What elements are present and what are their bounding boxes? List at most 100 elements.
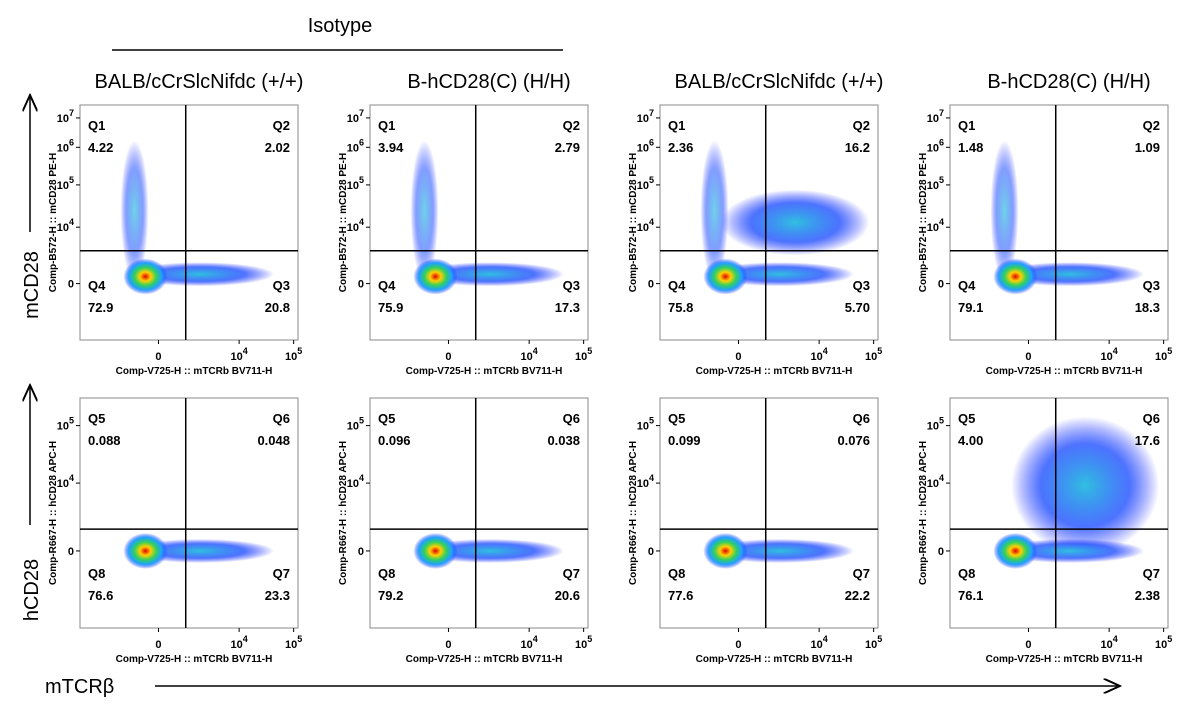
- tick-exp: 5: [1167, 346, 1172, 356]
- tick-exp: 6: [359, 137, 364, 147]
- tick-exp: 4: [1113, 346, 1118, 356]
- density-cloud: [721, 189, 870, 256]
- y-tick-label: 106: [927, 137, 944, 154]
- x-tick-label: 105: [865, 346, 882, 363]
- y-tick-label: 0: [68, 279, 74, 291]
- quadrant-value: 16.2: [845, 140, 870, 155]
- quadrant-name: Q1: [378, 118, 395, 133]
- quadrant-name: Q7: [853, 566, 870, 581]
- quadrant-value: 2.36: [668, 140, 693, 155]
- tick-base: 0: [1025, 639, 1031, 651]
- quadrant-value: 0.048: [257, 433, 290, 448]
- quadrant-value: 76.1: [958, 588, 983, 603]
- tick-base: 10: [927, 180, 939, 192]
- tick-exp: 4: [649, 217, 654, 227]
- panel-frame: [79, 104, 299, 341]
- tick-base: 10: [927, 478, 939, 490]
- quadrant-value: 4.22: [88, 140, 113, 155]
- quadrant-name: Q6: [563, 411, 580, 426]
- tick-exp: 7: [359, 108, 364, 118]
- y-axis-title: Comp-B572-H :: mCD28 PE-H: [628, 153, 639, 292]
- panel-frame: [949, 397, 1169, 629]
- x-tick-label: 0: [445, 351, 451, 363]
- x-tick-label: 104: [1101, 346, 1118, 363]
- y-axis-title: Comp-B572-H :: mCD28 PE-H: [338, 153, 349, 292]
- tick-exp: 5: [587, 634, 592, 644]
- y-tick-label: 106: [347, 137, 364, 154]
- x-axis-title: Comp-V725-H :: mTCRb BV711-H: [406, 366, 563, 377]
- density-core: [703, 258, 748, 295]
- tick-base: 10: [231, 639, 243, 651]
- quadrant-name: Q4: [668, 278, 686, 293]
- tick-exp: 4: [939, 217, 944, 227]
- y-tick-label: 105: [347, 416, 364, 433]
- quadrant-value: 72.9: [88, 300, 113, 315]
- tick-exp: 4: [939, 473, 944, 483]
- row-label: hCD28: [21, 559, 43, 621]
- x-tick-label: 105: [1155, 346, 1172, 363]
- header-title: Isotype: [308, 15, 372, 37]
- x-tick-label: 105: [575, 634, 592, 651]
- tick-base: 10: [637, 478, 649, 490]
- quadrant-name: Q7: [273, 566, 290, 581]
- y-tick-label: 104: [57, 217, 74, 234]
- x-tick-label: 104: [231, 346, 248, 363]
- tick-exp: 4: [69, 217, 74, 227]
- quadrant-name: Q7: [563, 566, 580, 581]
- panel-frame: [369, 104, 589, 341]
- y-tick-label: 0: [938, 279, 944, 291]
- tick-base: 10: [927, 142, 939, 154]
- tick-exp: 5: [587, 346, 592, 356]
- y-tick-label: 104: [347, 217, 364, 234]
- y-tick-label: 105: [57, 416, 74, 433]
- quadrant-name: Q8: [88, 566, 105, 581]
- y-tick-label: 104: [927, 473, 944, 490]
- tick-base: 10: [927, 421, 939, 433]
- quadrant-value: 0.088: [88, 433, 121, 448]
- quadrant-value: 2.79: [555, 140, 580, 155]
- quadrant-name: Q3: [1143, 278, 1160, 293]
- tick-base: 10: [637, 113, 649, 125]
- tick-base: 0: [648, 546, 654, 558]
- tick-base: 10: [637, 142, 649, 154]
- tick-base: 0: [358, 279, 364, 291]
- quadrant-name: Q1: [88, 118, 105, 133]
- tick-base: 10: [811, 639, 823, 651]
- tick-base: 10: [231, 351, 243, 363]
- x-tick-label: 0: [1025, 639, 1031, 651]
- tick-exp: 7: [69, 108, 74, 118]
- tick-exp: 5: [649, 175, 654, 185]
- y-tick-label: 105: [57, 175, 74, 192]
- y-tick-label: 0: [358, 546, 364, 558]
- y-tick-label: 104: [927, 217, 944, 234]
- x-tick-label: 0: [735, 351, 741, 363]
- quadrant-value: 79.2: [378, 588, 403, 603]
- x-tick-label: 105: [285, 634, 302, 651]
- quadrant-value: 0.038: [547, 433, 580, 448]
- panel-frame: [949, 104, 1169, 341]
- quadrant-value: 76.6: [88, 588, 113, 603]
- tick-base: 10: [57, 478, 69, 490]
- x-axis-title: Comp-V725-H :: mTCRb BV711-H: [116, 366, 273, 377]
- tick-exp: 5: [359, 175, 364, 185]
- y-tick-label: 0: [68, 546, 74, 558]
- quadrant-name: Q5: [958, 411, 975, 426]
- quadrant-value: 0.099: [668, 433, 701, 448]
- quadrant-value: 22.2: [845, 588, 870, 603]
- density-smear: [120, 140, 149, 282]
- y-tick-label: 107: [637, 108, 654, 125]
- y-tick-label: 107: [927, 108, 944, 125]
- tick-base: 0: [938, 279, 944, 291]
- quadrant-value: 23.3: [265, 588, 290, 603]
- panel-frame: [659, 397, 879, 629]
- x-tick-label: 0: [155, 351, 161, 363]
- tick-exp: 4: [649, 473, 654, 483]
- tick-base: 0: [648, 279, 654, 291]
- y-tick-label: 105: [637, 416, 654, 433]
- tick-exp: 4: [243, 634, 248, 644]
- tick-exp: 4: [69, 473, 74, 483]
- y-tick-label: 105: [927, 416, 944, 433]
- quadrant-name: Q3: [853, 278, 870, 293]
- tick-base: 0: [445, 351, 451, 363]
